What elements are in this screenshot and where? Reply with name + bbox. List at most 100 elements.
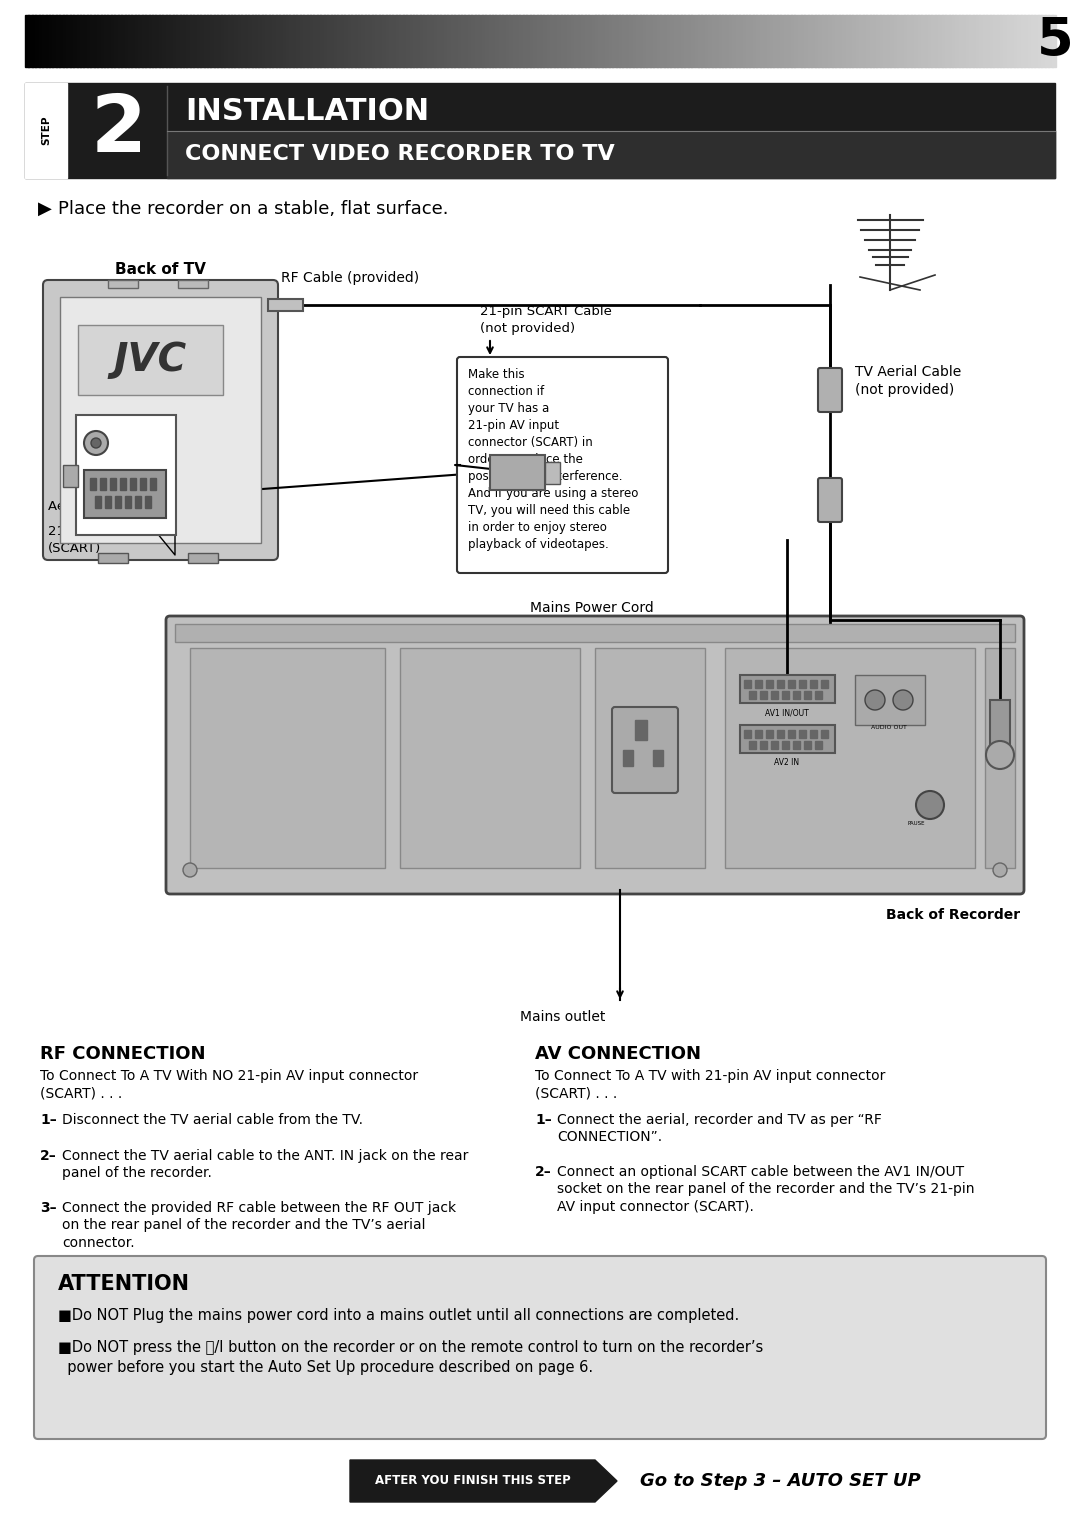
Text: Back of Recorder: Back of Recorder	[886, 908, 1020, 922]
Bar	[766, 681, 773, 688]
Bar	[691, 15, 696, 67]
Bar	[863, 15, 867, 67]
Bar	[471, 15, 476, 67]
Circle shape	[84, 430, 108, 455]
Bar	[145, 15, 150, 67]
Bar	[313, 15, 318, 67]
Bar	[69, 15, 75, 67]
Bar	[805, 15, 809, 67]
Bar	[211, 15, 215, 67]
Bar	[359, 15, 363, 67]
Bar	[63, 15, 67, 67]
Bar	[150, 478, 156, 490]
Bar	[334, 15, 338, 67]
Bar	[781, 15, 785, 67]
Bar	[799, 681, 806, 688]
Bar	[188, 552, 218, 563]
Bar	[880, 15, 885, 67]
Bar	[255, 15, 259, 67]
Bar	[732, 15, 737, 67]
Bar	[140, 478, 146, 490]
Bar	[718, 15, 723, 67]
Bar	[316, 15, 321, 67]
Bar	[815, 742, 822, 749]
Bar	[60, 298, 261, 543]
Text: Disconnect the TV aerial cable from the TV.: Disconnect the TV aerial cable from the …	[62, 1112, 363, 1128]
Bar	[770, 15, 774, 67]
Bar	[877, 15, 881, 67]
Bar	[777, 729, 784, 739]
Bar	[345, 15, 349, 67]
Bar	[395, 15, 401, 67]
Bar	[739, 15, 743, 67]
Bar	[791, 15, 795, 67]
Text: ▶: ▶	[38, 200, 52, 218]
Polygon shape	[350, 1460, 617, 1502]
Bar	[365, 15, 369, 67]
Bar	[598, 15, 603, 67]
Bar	[529, 15, 535, 67]
Bar	[910, 15, 915, 67]
Bar	[777, 681, 784, 688]
Bar	[873, 15, 877, 67]
Bar	[810, 681, 816, 688]
Bar	[832, 15, 836, 67]
FancyBboxPatch shape	[457, 357, 669, 572]
Bar	[890, 15, 894, 67]
Bar	[755, 729, 762, 739]
Bar	[283, 15, 287, 67]
Bar	[945, 15, 949, 67]
Bar	[433, 15, 438, 67]
Text: JVC: JVC	[113, 340, 187, 378]
Bar	[86, 15, 91, 67]
Bar	[1048, 15, 1053, 67]
Text: AV1 IN/OUT: AV1 IN/OUT	[765, 708, 809, 717]
Bar	[45, 15, 50, 67]
Bar	[100, 15, 105, 67]
Bar	[441, 15, 445, 67]
Bar	[382, 15, 387, 67]
Bar	[962, 15, 967, 67]
Bar	[403, 15, 407, 67]
Bar	[623, 749, 633, 766]
Text: ATTENTION: ATTENTION	[58, 1274, 190, 1294]
Bar	[753, 15, 757, 67]
Bar	[173, 15, 177, 67]
Bar	[924, 15, 929, 67]
Bar	[327, 15, 332, 67]
Bar	[744, 681, 751, 688]
Bar	[595, 649, 705, 868]
Bar	[904, 15, 908, 67]
Bar	[907, 15, 912, 67]
Bar	[725, 649, 975, 868]
Bar	[468, 15, 472, 67]
Bar	[557, 15, 562, 67]
Bar	[258, 15, 262, 67]
Bar	[28, 15, 32, 67]
Bar	[1044, 15, 1049, 67]
Bar	[56, 15, 60, 67]
Bar	[175, 624, 1015, 642]
Bar	[464, 15, 469, 67]
Bar	[53, 15, 57, 67]
Bar	[490, 455, 545, 490]
Bar	[307, 15, 311, 67]
Bar	[821, 729, 828, 739]
Bar	[735, 15, 740, 67]
Bar	[1031, 15, 1036, 67]
Bar	[25, 82, 67, 179]
Bar	[36, 15, 40, 67]
Bar	[595, 15, 599, 67]
Bar	[788, 681, 795, 688]
Bar	[80, 15, 84, 67]
Bar	[275, 15, 280, 67]
Bar	[793, 691, 800, 699]
Text: STEP: STEP	[41, 116, 51, 145]
Text: INSTALLATION: INSTALLATION	[185, 96, 429, 125]
Bar	[575, 15, 579, 67]
Bar	[921, 15, 926, 67]
Bar	[650, 15, 654, 67]
Bar	[835, 15, 840, 67]
Text: 2–: 2–	[535, 1164, 552, 1180]
Bar	[983, 15, 987, 67]
